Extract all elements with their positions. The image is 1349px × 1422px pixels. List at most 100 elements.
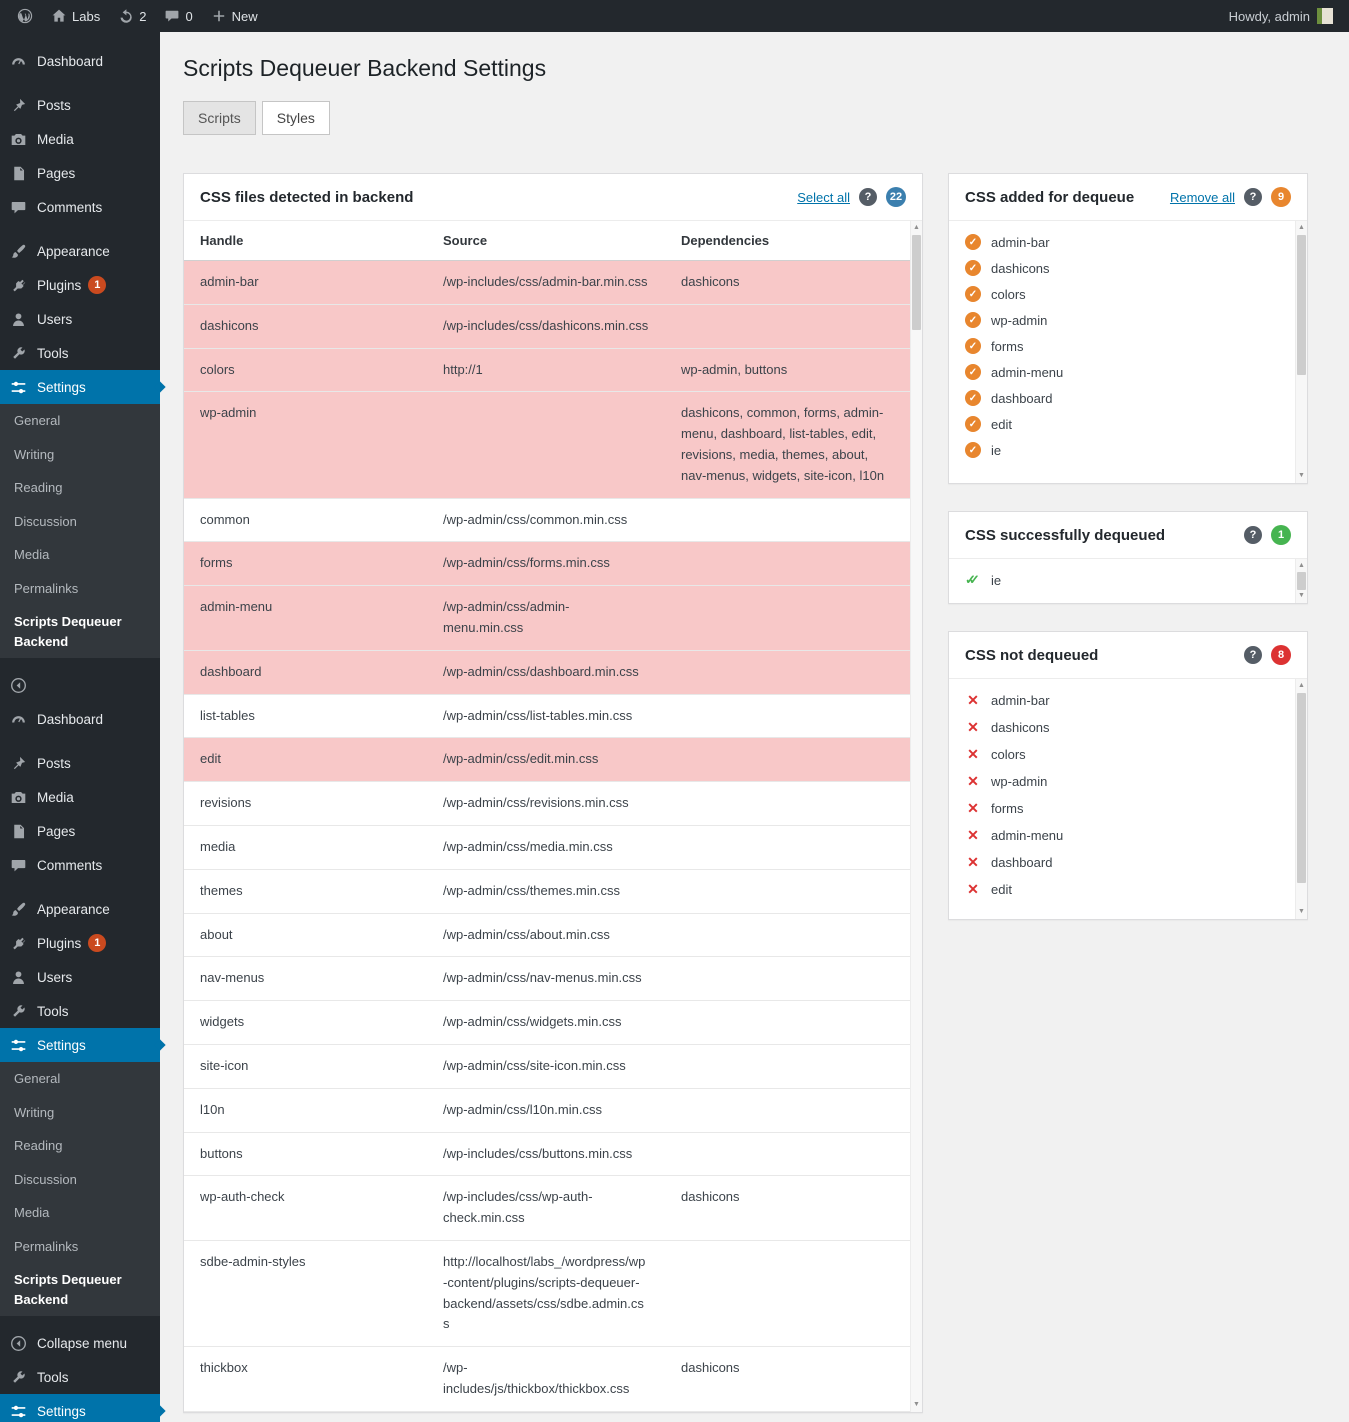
scrollbar-thumb[interactable] (912, 235, 921, 330)
scroll-down-icon[interactable] (1296, 906, 1307, 918)
sidebar-subitem-writing[interactable]: Writing (0, 1095, 160, 1129)
deps-cell (665, 914, 910, 957)
table-row-l10n[interactable]: l10n/wp-admin/css/l10n.min.css (184, 1089, 910, 1133)
sidebar-item-tools[interactable]: Tools (0, 994, 160, 1028)
sidebar-item-posts[interactable]: Posts (0, 746, 160, 780)
table-row-nav-menus[interactable]: nav-menus/wp-admin/css/nav-menus.min.css (184, 957, 910, 1002)
sidebar-item-plugins[interactable]: Plugins 1 (0, 926, 160, 960)
table-row-admin-bar[interactable]: admin-bar/wp-includes/css/admin-bar.min.… (184, 261, 910, 305)
sidebar-item-posts[interactable]: Posts (0, 88, 160, 122)
scroll-up-icon[interactable] (1296, 222, 1307, 234)
scrollbar-thumb[interactable] (1297, 235, 1306, 375)
sidebar-item-pages[interactable]: Pages (0, 814, 160, 848)
sidebar-item-tools[interactable]: Tools (0, 336, 160, 370)
sidebar-subitem-scripts-dequeuer-backend[interactable]: Scripts Dequeuer Backend (0, 605, 160, 658)
updates-menu[interactable]: 2 (109, 0, 155, 32)
sidebar-subitem-general[interactable]: General (0, 404, 160, 438)
scroll-up-icon[interactable] (1296, 680, 1307, 692)
sidebar-item-pages[interactable]: Pages (0, 156, 160, 190)
table-row-media[interactable]: media/wp-admin/css/media.min.css (184, 826, 910, 870)
list-item-wp-admin[interactable]: wp-admin (949, 307, 1295, 333)
list-item-admin-menu[interactable]: admin-menu (949, 359, 1295, 385)
dequeued-list-scrollbar[interactable] (1295, 559, 1307, 603)
sidebar-subitem-scripts-dequeuer-backend[interactable]: Scripts Dequeuer Backend (0, 1263, 160, 1316)
table-row-revisions[interactable]: revisions/wp-admin/css/revisions.min.css (184, 782, 910, 826)
list-item-dashboard[interactable]: dashboard (949, 385, 1295, 411)
table-row-about[interactable]: about/wp-admin/css/about.min.css (184, 914, 910, 958)
added-list-scrollbar[interactable] (1295, 221, 1307, 483)
sidebar-item-appearance[interactable]: Appearance (0, 234, 160, 268)
site-name-menu[interactable]: Labs (42, 0, 109, 32)
help-icon[interactable]: ? (1244, 646, 1262, 664)
sidebar-subitem-reading[interactable]: Reading (0, 1129, 160, 1163)
sidebar-subitem-discussion[interactable]: Discussion (0, 1162, 160, 1196)
list-item-ie[interactable]: ie (949, 437, 1295, 463)
list-item-colors[interactable]: colors (949, 281, 1295, 307)
table-row-common[interactable]: common/wp-admin/css/common.min.css (184, 499, 910, 543)
sidebar-subitem-writing[interactable]: Writing (0, 437, 160, 471)
sidebar-item-comments[interactable]: Comments (0, 190, 160, 224)
sidebar-subitem-reading[interactable]: Reading (0, 471, 160, 505)
sidebar-subitem-permalinks[interactable]: Permalinks (0, 571, 160, 605)
sidebar-subitem-general[interactable]: General (0, 1062, 160, 1096)
sidebar-item-dashboard[interactable]: Dashboard (0, 702, 160, 736)
help-icon[interactable]: ? (859, 188, 877, 206)
sidebar-item-settings[interactable]: Settings (0, 1028, 160, 1062)
select-all-link[interactable]: Select all (797, 189, 850, 205)
table-row-site-icon[interactable]: site-icon/wp-admin/css/site-icon.min.css (184, 1045, 910, 1089)
new-content-menu[interactable]: New (202, 0, 267, 32)
sidebar-item-users[interactable]: Users (0, 960, 160, 994)
table-row-dashboard[interactable]: dashboard/wp-admin/css/dashboard.min.css (184, 650, 910, 695)
list-item-admin-bar[interactable]: admin-bar (949, 229, 1295, 255)
sidebar-item-settings[interactable]: Settings (0, 370, 160, 404)
sidebar-item-media[interactable]: Media (0, 122, 160, 156)
scroll-up-icon[interactable] (911, 222, 922, 234)
table-row-forms[interactable]: forms/wp-admin/css/forms.min.css (184, 542, 910, 587)
table-row-sdbe-admin-styles[interactable]: sdbe-admin-styles http://localhost/labs_/… (184, 1241, 910, 1348)
table-row-colors[interactable]: colors http://1 wp-admin, buttons (184, 348, 910, 393)
scrollbar-thumb[interactable] (1297, 572, 1306, 590)
comments-menu[interactable]: 0 (155, 0, 201, 32)
table-row-buttons[interactable]: buttons/wp-includes/css/buttons.min.css (184, 1133, 910, 1177)
scroll-down-icon[interactable] (1296, 470, 1307, 482)
table-row-widgets[interactable]: widgets/wp-admin/css/widgets.min.css (184, 1001, 910, 1045)
table-scrollbar[interactable] (910, 221, 922, 1412)
table-row-wp-auth-check[interactable]: wp-auth-check/wp-includes/css/wp-auth-ch… (184, 1176, 910, 1241)
scroll-down-icon[interactable] (1296, 590, 1307, 602)
tab-styles[interactable]: Styles (261, 101, 330, 135)
sidebar-subitem-permalinks[interactable]: Permalinks (0, 1229, 160, 1263)
scroll-down-icon[interactable] (911, 1399, 922, 1411)
list-item-dashicons[interactable]: dashicons (949, 255, 1295, 281)
table-row-list-tables[interactable]: list-tables/wp-admin/css/list-tables.min… (184, 695, 910, 739)
table-row-admin-menu[interactable]: admin-menu/wp-admin/css/admin-menu.min.c… (184, 586, 910, 651)
table-row-dashicons[interactable]: dashicons/wp-includes/css/dashicons.min.… (184, 304, 910, 349)
table-row-themes[interactable]: themes/wp-admin/css/themes.min.css (184, 870, 910, 914)
sidebar-subitem-discussion[interactable]: Discussion (0, 504, 160, 538)
table-row-wp-admin[interactable]: wp-admin dashicons, common, forms, admin-… (184, 392, 910, 499)
sidebar-item-comments[interactable]: Comments (0, 848, 160, 882)
sidebar-item-dashboard[interactable]: Dashboard (0, 44, 160, 78)
help-icon[interactable]: ? (1244, 188, 1262, 206)
sidebar-item-settings[interactable]: Settings (0, 1394, 160, 1422)
sidebar-item-collapse-menu[interactable]: Collapse menu (0, 1326, 160, 1360)
sidebar-item-media[interactable]: Media (0, 780, 160, 814)
sidebar-item-plugins[interactable]: Plugins 1 (0, 268, 160, 302)
not-dequeued-list-scrollbar[interactable] (1295, 679, 1307, 919)
sidebar-item-appearance[interactable]: Appearance (0, 892, 160, 926)
sidebar-item-tools[interactable]: Tools (0, 1360, 160, 1394)
sidebar-item-collapse[interactable] (0, 668, 160, 702)
list-item-edit[interactable]: edit (949, 411, 1295, 437)
list-item-forms[interactable]: forms (949, 333, 1295, 359)
help-icon[interactable]: ? (1244, 526, 1262, 544)
tab-scripts[interactable]: Scripts (183, 101, 256, 135)
sidebar-item-users[interactable]: Users (0, 302, 160, 336)
account-menu[interactable]: Howdy, admin (1229, 8, 1341, 24)
table-row-thickbox[interactable]: thickbox/wp-includes/js/thickbox/thickbo… (184, 1347, 910, 1412)
table-row-edit[interactable]: edit/wp-admin/css/edit.min.css (184, 738, 910, 783)
wordpress-logo-menu[interactable] (8, 0, 42, 32)
sidebar-subitem-media[interactable]: Media (0, 538, 160, 572)
scrollbar-thumb[interactable] (1297, 693, 1306, 883)
scroll-up-icon[interactable] (1296, 560, 1307, 572)
sidebar-subitem-media[interactable]: Media (0, 1196, 160, 1230)
remove-all-link[interactable]: Remove all (1169, 189, 1235, 205)
